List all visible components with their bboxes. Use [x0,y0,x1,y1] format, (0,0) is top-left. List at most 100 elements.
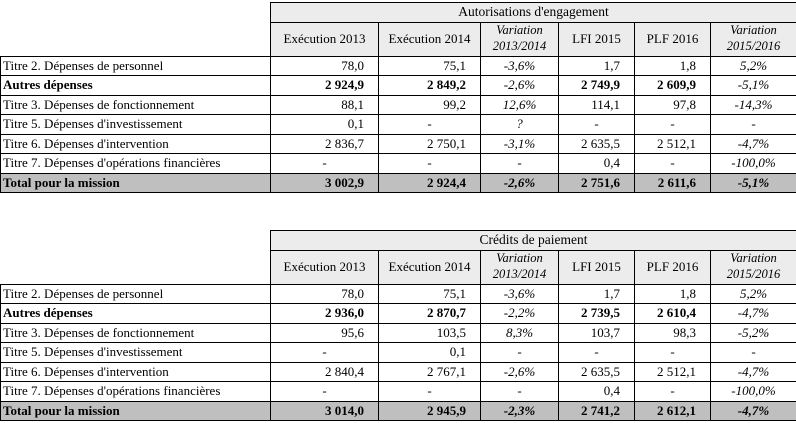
value-cell: -2,6% [480,75,559,96]
value-cell: 1,8 [634,55,711,76]
value-cell: 1,7 [558,283,635,304]
table-row: Autres dépenses 2 924,9 2 849,2 -2,6% 2 … [0,75,796,96]
value-cell: 2 840,4 [270,361,379,382]
value-cell: 95,6 [270,322,379,343]
value-cell: - [270,153,379,174]
value-cell: - [378,381,481,402]
value-cell: 75,1 [378,283,481,304]
column-header-variation-2013-2014: Variation 2013/2014 [480,21,559,57]
row-label: Autres dépenses [0,303,271,324]
value-cell: 2 749,9 [558,75,635,96]
value-cell: 5,2% [709,55,796,76]
row-label: Titre 2. Dépenses de personnel [0,55,271,76]
value-cell: -4,7% [709,400,796,421]
column-header-plf-2016: PLF 2016 [634,21,711,57]
table-spacer [0,193,796,230]
value-cell: 88,1 [270,94,379,115]
value-cell: -5,1% [709,172,796,193]
value-cell: 2 936,0 [270,303,379,324]
value-cell: 8,3% [480,322,559,343]
value-cell: - [480,381,559,402]
value-cell: - [378,114,481,135]
value-cell: 2 836,7 [270,133,379,154]
title-row: Autorisations d'engagement [0,2,796,23]
table-row: Titre 2. Dépenses de personnel 78,0 75,1… [0,55,796,76]
row-label: Titre 5. Dépenses d'investissement [0,342,271,363]
value-cell: 2 611,6 [634,172,711,193]
table-row: Titre 5. Dépenses d'investissement - 0,1… [0,342,796,363]
value-cell: -4,7% [709,303,796,324]
row-label: Titre 6. Dépenses d'intervention [0,133,271,154]
table-row: Titre 3. Dépenses de fonctionnement 95,6… [0,322,796,343]
value-cell: 0,4 [558,153,635,174]
row-label: Total pour la mission [0,400,271,421]
table-row: Autres dépenses 2 936,0 2 870,7 -2,2% 2 … [0,303,796,324]
value-cell: 2 739,5 [558,303,635,324]
value-cell: - [378,153,481,174]
header-row: Exécution 2013 Exécution 2014 Variation … [0,21,796,57]
value-cell: 2 849,2 [378,75,481,96]
value-cell: 2 945,9 [378,400,481,421]
column-header-plf-2016: PLF 2016 [634,249,711,285]
value-cell: -14,3% [709,94,796,115]
column-header-lfi-2015: LFI 2015 [558,249,635,285]
value-cell: 75,1 [378,55,481,76]
value-cell: 2 750,1 [378,133,481,154]
value-cell: -2,6% [480,172,559,193]
value-cell: 2 610,4 [634,303,711,324]
value-cell: -100,0% [709,381,796,402]
value-cell: -5,1% [709,75,796,96]
value-cell: 2 924,9 [270,75,379,96]
row-label: Titre 5. Dépenses d'investissement [0,114,271,135]
corner-spacer [0,2,271,22]
value-cell: 2 512,1 [634,361,711,382]
value-cell: - [634,153,711,174]
row-label: Titre 3. Dépenses de fonctionnement [0,94,271,115]
column-header-variation-2015-2016: Variation 2015/2016 [709,21,796,57]
table-title: Autorisations d'engagement [269,2,796,23]
value-cell: 2 635,5 [558,361,635,382]
value-cell: 0,1 [378,342,481,363]
value-cell: 0,1 [270,114,379,135]
total-row: Total pour la mission 3 002,9 2 924,4 -2… [0,172,796,193]
header-row: Exécution 2013 Exécution 2014 Variation … [0,249,796,285]
value-cell: 0,4 [558,381,635,402]
table-row: Titre 7. Dépenses d'opérations financièr… [0,381,796,402]
column-header-variation-2015-2016: Variation 2015/2016 [709,249,796,285]
value-cell: - [709,114,796,135]
value-cell: 99,2 [378,94,481,115]
row-label: Titre 6. Dépenses d'intervention [0,361,271,382]
value-cell: - [709,342,796,363]
value-cell: - [558,114,635,135]
row-label: Total pour la mission [0,172,271,193]
value-cell: 3 014,0 [270,400,379,421]
value-cell: - [270,342,379,363]
value-cell: ? [480,114,559,135]
value-cell: -3,1% [480,133,559,154]
corner-spacer [0,230,271,250]
value-cell: -2,3% [480,400,559,421]
value-cell: 2 612,1 [634,400,711,421]
table-row: Titre 3. Dépenses de fonctionnement 88,1… [0,94,796,115]
title-row: Crédits de paiement [0,230,796,251]
value-cell: 97,8 [634,94,711,115]
value-cell: - [634,342,711,363]
table-title: Crédits de paiement [269,230,796,251]
value-cell: - [634,114,711,135]
value-cell: 2 767,1 [378,361,481,382]
column-header-execution-2013: Exécution 2013 [270,249,379,285]
row-label: Titre 3. Dépenses de fonctionnement [0,322,271,343]
value-cell: 2 741,2 [558,400,635,421]
value-cell: 2 751,6 [558,172,635,193]
value-cell: 12,6% [480,94,559,115]
value-cell: -2,6% [480,361,559,382]
column-header-execution-2014: Exécution 2014 [378,249,481,285]
table-row: Titre 6. Dépenses d'intervention 2 836,7… [0,133,796,154]
value-cell: -100,0% [709,153,796,174]
value-cell: 78,0 [270,55,379,76]
table-row: Titre 5. Dépenses d'investissement 0,1 -… [0,114,796,135]
value-cell: 2 924,4 [378,172,481,193]
value-cell: -3,6% [480,55,559,76]
row-label: Titre 7. Dépenses d'opérations financièr… [0,381,271,402]
